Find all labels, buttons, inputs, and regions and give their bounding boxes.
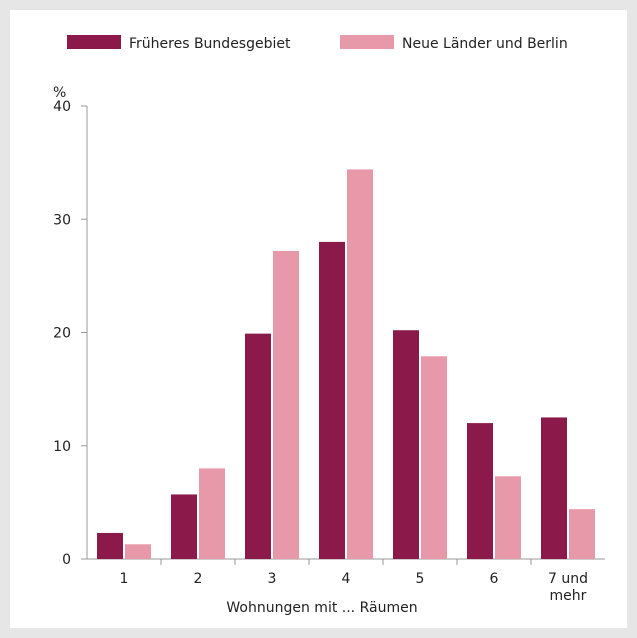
legend-label-frueheres-bundesgebiet: Früheres Bundesgebiet xyxy=(129,36,291,52)
bar-neue-laender xyxy=(125,544,151,559)
bar-frueheres-bundesgebiet xyxy=(97,532,123,559)
y-unit-label: % xyxy=(53,85,66,101)
bars xyxy=(97,169,595,560)
bar-group xyxy=(97,532,151,559)
x-tick-label-line: mehr xyxy=(550,588,587,604)
chart-panel xyxy=(10,10,627,628)
x-tick-label: 3 xyxy=(268,571,277,587)
bar-frueheres-bundesgebiet xyxy=(245,333,271,559)
bar-frueheres-bundesgebiet xyxy=(467,423,493,559)
y-tick-label: 20 xyxy=(53,326,71,342)
bar-group xyxy=(541,417,595,559)
bar-group xyxy=(319,169,373,560)
x-tick-label: 7 und mehr xyxy=(548,571,588,604)
x-tick-label: 2 xyxy=(194,571,203,587)
bar-group xyxy=(171,468,225,559)
bar-frueheres-bundesgebiet xyxy=(541,417,567,559)
bar-frueheres-bundesgebiet xyxy=(171,494,197,559)
x-tick-label: 1 xyxy=(120,571,129,587)
x-tick-label: 4 xyxy=(342,571,351,587)
x-tick-label-line: 6 xyxy=(490,571,499,587)
bar-neue-laender xyxy=(347,169,373,560)
x-axis-title: Wohnungen mit ... Räumen xyxy=(226,600,417,616)
x-tick-label-line: 7 und xyxy=(548,571,588,587)
legend-swatch-frueheres-bundesgebiet xyxy=(67,35,121,49)
x-tick-label: 5 xyxy=(416,571,425,587)
bar-neue-laender xyxy=(569,509,595,559)
y-axis: 0 10 20 30 40 xyxy=(53,99,88,568)
legend: Früheres Bundesgebiet Neue Länder und Be… xyxy=(67,35,568,52)
bar-group xyxy=(245,250,299,559)
y-tick-label: 10 xyxy=(53,439,71,455)
legend-swatch-neue-laender xyxy=(340,35,394,49)
bar-frueheres-bundesgebiet xyxy=(319,241,345,559)
x-tick-label-line: 4 xyxy=(342,571,351,587)
x-tick-label: 6 xyxy=(490,571,499,587)
x-tick-label-line: 3 xyxy=(268,571,277,587)
bar-neue-laender xyxy=(199,468,225,559)
bar-frueheres-bundesgebiet xyxy=(393,330,419,559)
bar-neue-laender xyxy=(273,250,299,559)
y-tick-label: 40 xyxy=(53,99,71,115)
x-tick-label-line: 1 xyxy=(120,571,129,587)
bar-neue-laender xyxy=(495,476,521,559)
y-tick-label: 30 xyxy=(53,212,71,228)
bar-group xyxy=(467,423,521,559)
x-tick-label-line: 2 xyxy=(194,571,203,587)
bar-neue-laender xyxy=(421,356,447,559)
legend-label-neue-laender: Neue Länder und Berlin xyxy=(402,36,568,52)
bar-group xyxy=(393,330,447,559)
y-tick-label: 0 xyxy=(62,552,71,568)
x-axis: 1 2 3 4 5 6 7 und mehr xyxy=(87,558,605,604)
x-tick-label-line: 5 xyxy=(416,571,425,587)
